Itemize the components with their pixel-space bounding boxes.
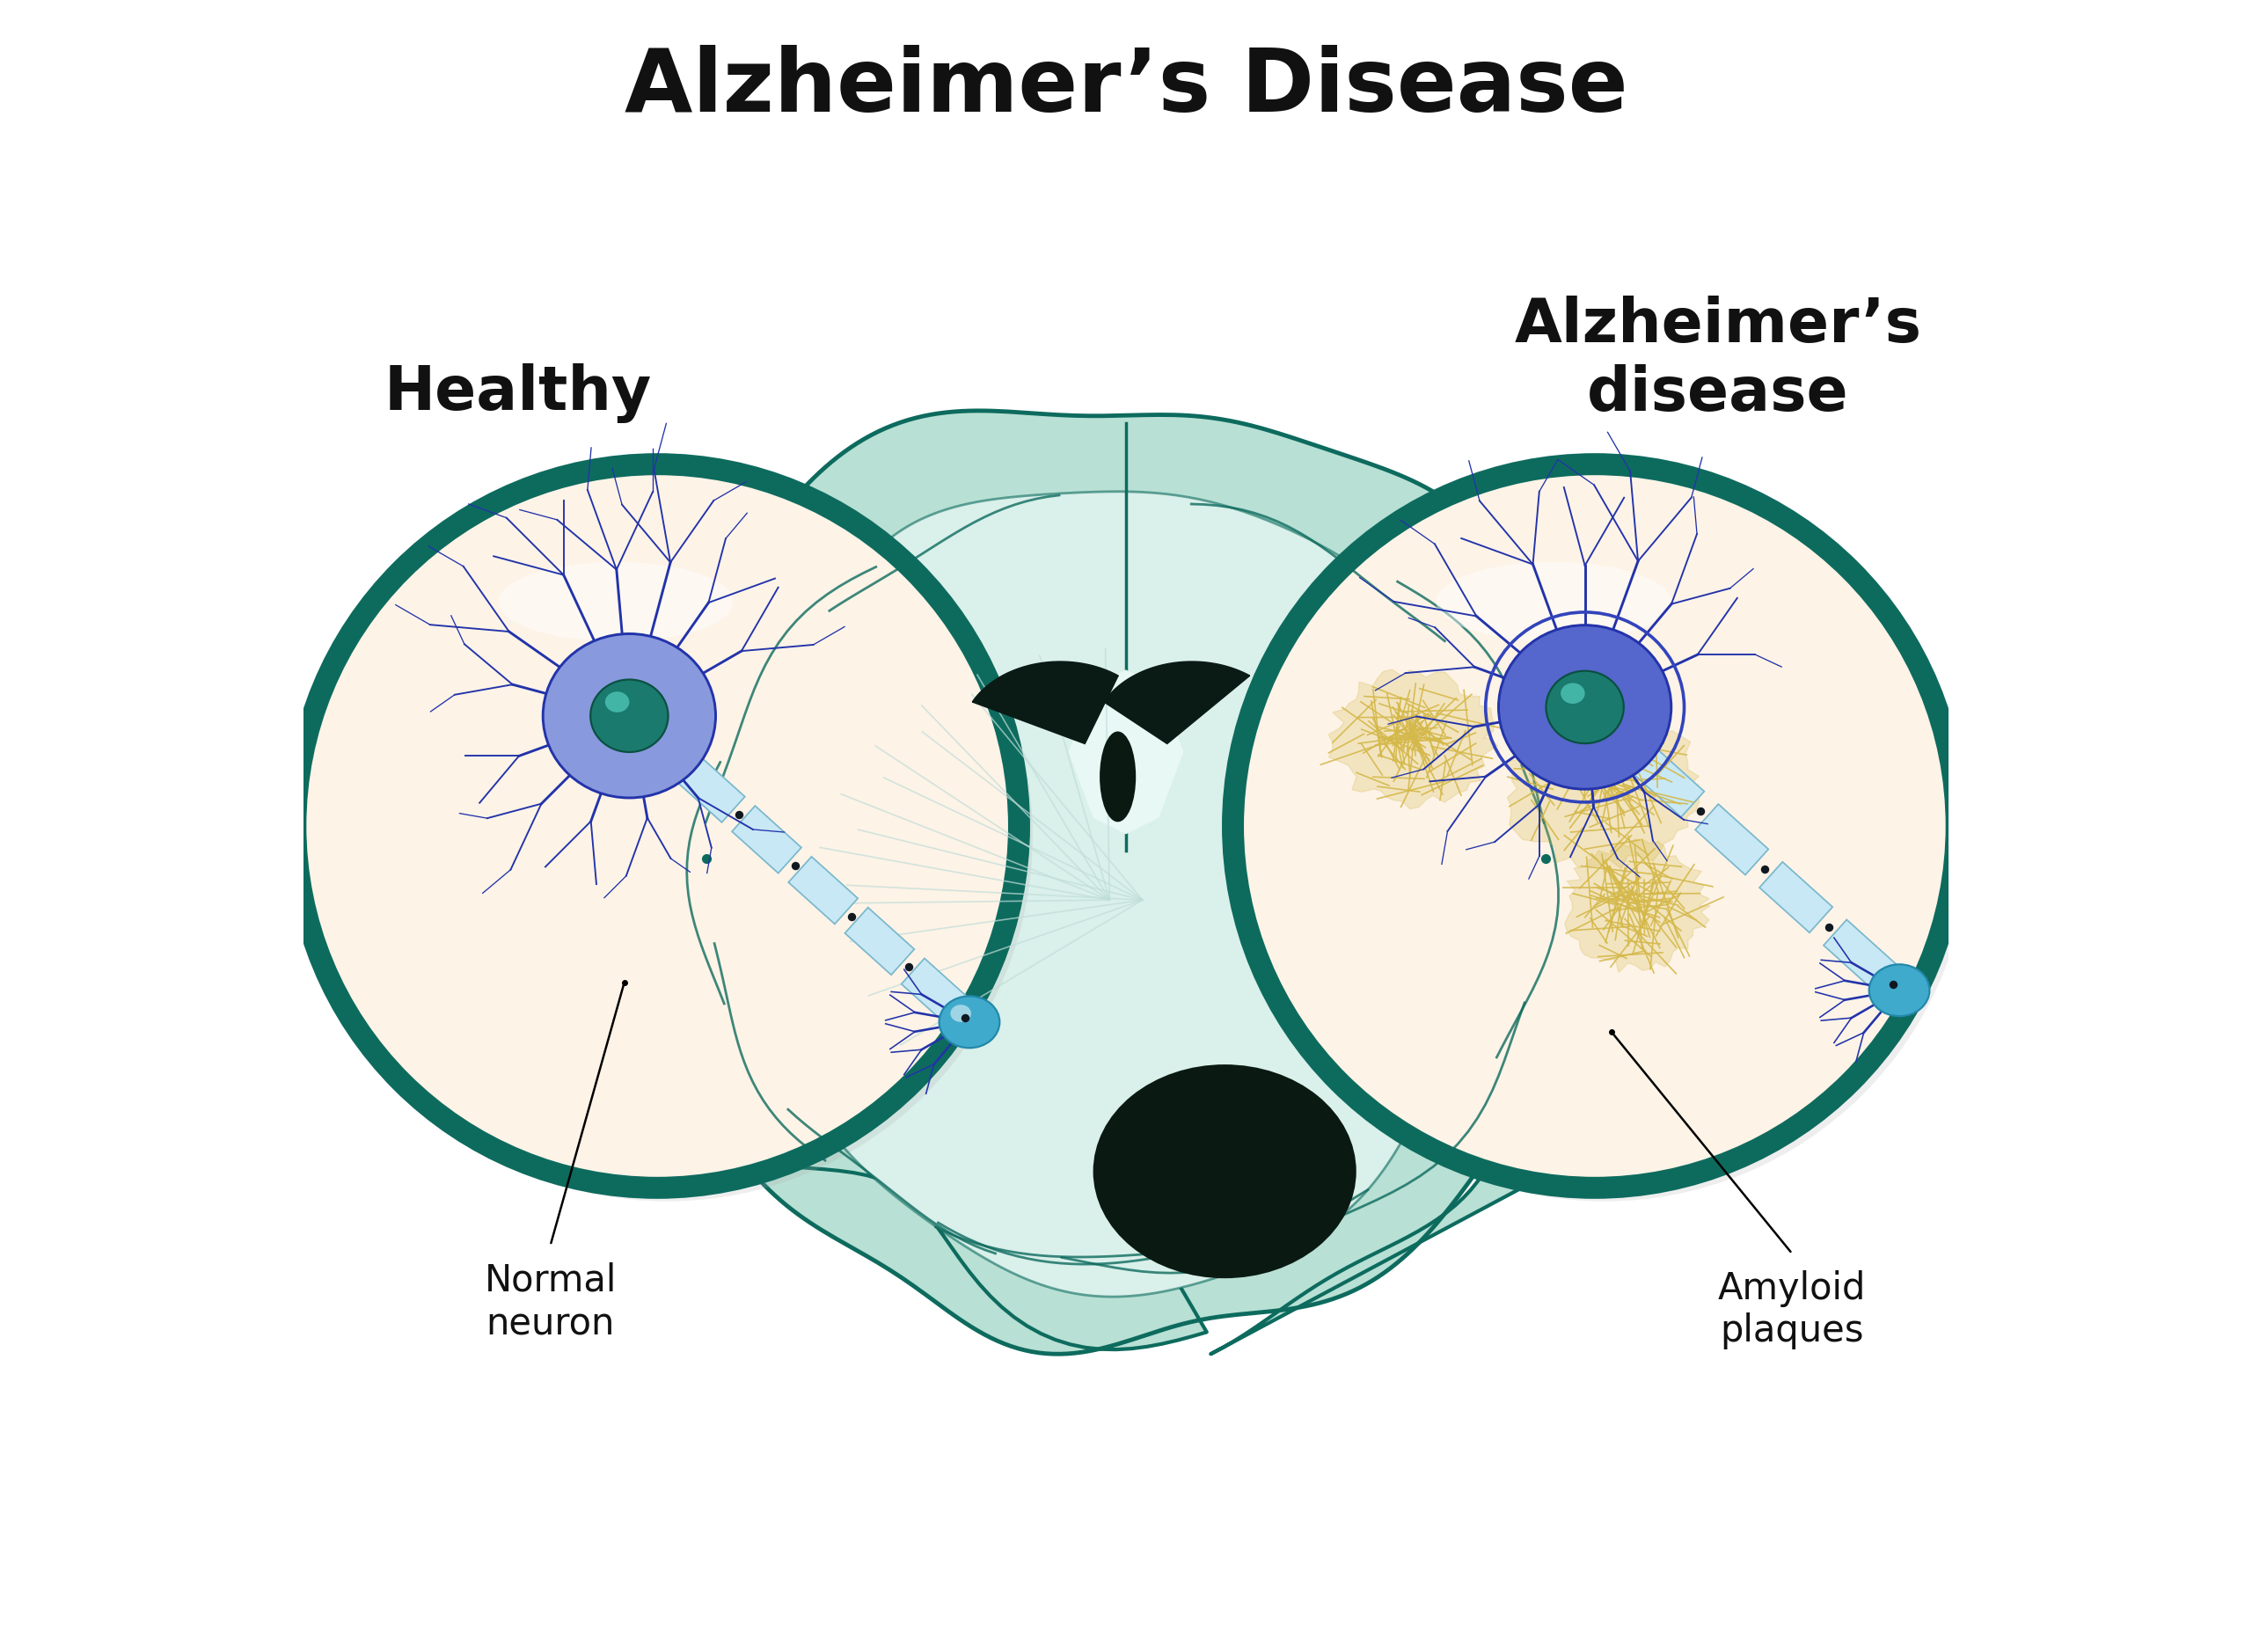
Polygon shape — [1103, 661, 1250, 743]
Text: Healthy: Healthy — [383, 363, 651, 423]
Polygon shape — [660, 411, 1621, 1355]
Ellipse shape — [302, 471, 1034, 1201]
Ellipse shape — [1561, 682, 1585, 704]
Ellipse shape — [1099, 732, 1135, 823]
Ellipse shape — [606, 692, 628, 712]
Polygon shape — [1759, 862, 1833, 933]
Text: Normal
neuron: Normal neuron — [484, 1262, 617, 1341]
Ellipse shape — [1869, 965, 1930, 1016]
Ellipse shape — [1498, 624, 1671, 790]
Polygon shape — [1329, 669, 1498, 809]
Polygon shape — [1502, 700, 1700, 869]
Ellipse shape — [1239, 471, 1970, 1201]
Polygon shape — [1630, 747, 1705, 818]
Ellipse shape — [543, 634, 716, 798]
Polygon shape — [901, 958, 971, 1026]
Ellipse shape — [498, 562, 734, 641]
Polygon shape — [1824, 920, 1896, 991]
Ellipse shape — [939, 996, 1000, 1047]
Ellipse shape — [1547, 671, 1624, 743]
Ellipse shape — [1092, 1064, 1356, 1279]
Polygon shape — [676, 755, 745, 823]
Polygon shape — [732, 806, 802, 874]
Polygon shape — [1212, 884, 1671, 1355]
Text: Alzheimer’s Disease: Alzheimer’s Disease — [624, 45, 1628, 131]
Ellipse shape — [1437, 562, 1671, 641]
Polygon shape — [973, 661, 1119, 743]
Polygon shape — [1565, 839, 1709, 973]
Circle shape — [295, 464, 1020, 1188]
Polygon shape — [1696, 805, 1768, 876]
Text: Amyloid
plaques: Amyloid plaques — [1718, 1270, 1867, 1350]
Polygon shape — [1067, 669, 1185, 834]
Polygon shape — [745, 492, 1520, 1297]
Ellipse shape — [590, 679, 669, 752]
Polygon shape — [604, 884, 1207, 1350]
Polygon shape — [844, 907, 914, 975]
Text: Alzheimer’s
disease: Alzheimer’s disease — [1513, 296, 1921, 423]
Ellipse shape — [950, 1004, 971, 1023]
Polygon shape — [788, 857, 858, 923]
Circle shape — [1232, 464, 1957, 1188]
